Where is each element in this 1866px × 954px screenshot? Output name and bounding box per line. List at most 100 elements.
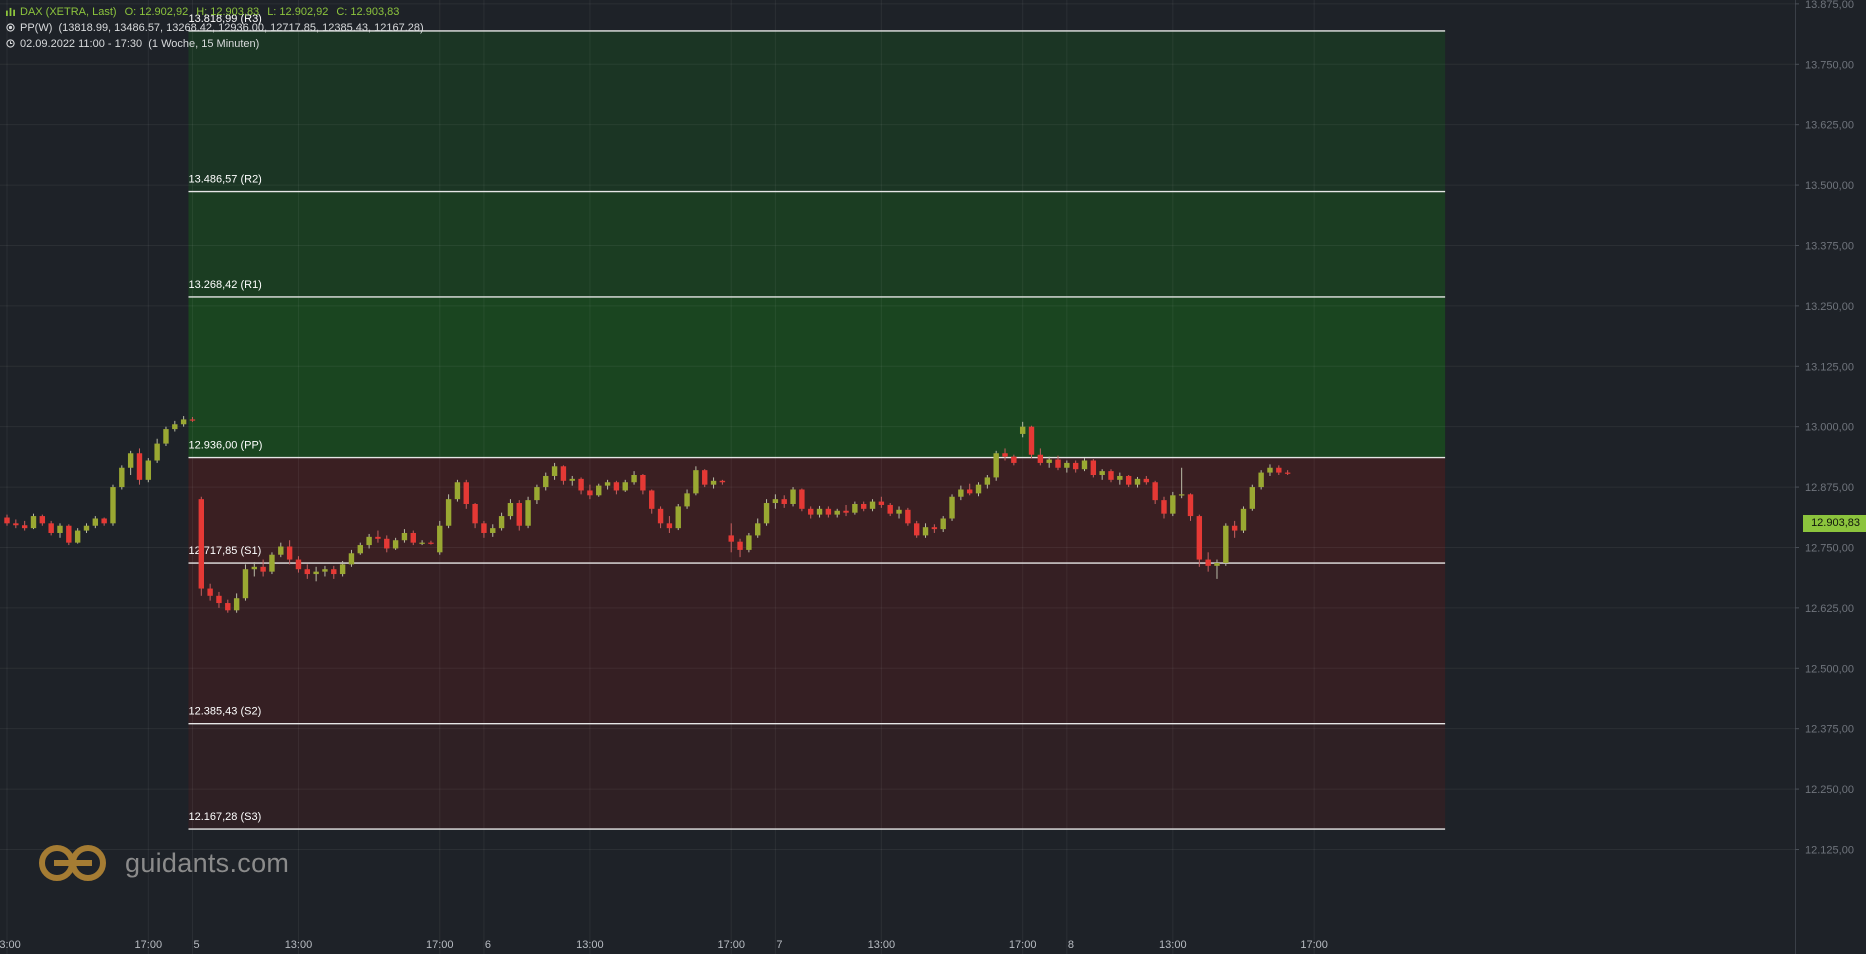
candle-body [737,541,743,550]
candle-body [1170,495,1176,514]
candle-body [1187,494,1194,517]
ohlc-low: L: 12.902,92 [267,6,329,18]
y-tick-label: 12.625,00 [1805,603,1854,615]
candle-body [896,509,902,514]
candle-body [1064,462,1070,468]
grid-lines [0,0,1795,954]
candle-body [66,525,72,543]
y-tick-label: 13.250,00 [1805,301,1854,313]
guidants-logo-icon [39,845,106,881]
candle-body [622,482,628,491]
candle-body [92,518,99,526]
candle-body [357,545,363,554]
candle-body [375,536,381,539]
indicator-values: (13818.99, 13486.57, 13268.42, 12936.00,… [58,22,424,34]
candle-body [905,509,911,524]
candle-body [887,504,893,514]
candle-body [1258,472,1264,488]
candle-body [852,503,858,513]
candle-body [702,470,708,485]
x-tick-label: 5 [193,939,199,951]
time-axis[interactable]: 13:00 17:00 5 13:00 17:00 6 13:00 17:00 7 13:00 17… [0,939,1328,951]
pivot-label: 12.167,28 (S3) [188,811,261,823]
candle-body [39,516,46,524]
candle-body [1117,475,1123,480]
candle-body [640,475,646,491]
candle-body [366,536,372,546]
candle-body [931,527,938,530]
candle-body [1267,467,1273,473]
candle-body [516,503,522,526]
candle-body [543,475,549,488]
y-tick-label: 12.500,00 [1805,663,1854,675]
candle-body [534,487,540,501]
pivot-zone [188,191,1446,297]
candle-body [816,508,823,515]
candle-body [1223,525,1229,563]
candle-body [4,517,10,524]
candle-body [1081,460,1088,470]
candle-body [180,419,187,425]
pivot-label: 13.818,99 (R3) [188,13,261,25]
x-tick-label: 13:00 [1159,939,1187,951]
candle-body [269,554,275,572]
candle-body [1214,562,1220,566]
candle-body [331,569,337,575]
candle-body [984,477,991,485]
candle-body [419,542,425,544]
candle-body [384,538,390,549]
candle-body [710,480,717,485]
instrument-ohlc: DAX (XETRA, Last) O: 12.902,92 H: 12.903,8… [6,6,399,18]
candle-body [825,508,832,515]
x-tick-label: 13:00 [0,939,21,951]
candle-body [498,516,505,529]
candle-body [993,453,999,478]
x-tick-label: 13:00 [868,939,896,951]
candle-body [966,489,973,494]
candle-body [136,453,143,480]
y-tick-label: 13.125,00 [1805,361,1854,373]
pivot-zone [188,296,1446,458]
y-tick-label: 12.375,00 [1805,724,1854,736]
candle-body [1143,478,1150,483]
candle-body [878,501,885,505]
ohlc-open: O: 12.902,92 [124,6,189,18]
candle-body [145,460,152,480]
instrument-name: DAX (XETRA, Last) [20,6,117,18]
candle-body [242,569,249,599]
candle-body [101,518,107,524]
candle-body [1002,453,1008,457]
candle-body [781,499,787,504]
candle-body [225,603,231,611]
candle-body [154,443,160,461]
price-axis[interactable]: 12.125,00 12.250,00 12.375,00 12.500,00 12.6… [1795,0,1854,856]
indicator-name: PP(W) [20,22,53,34]
candle-body [913,523,920,536]
candle-body [940,518,946,530]
candle-body [1231,525,1238,531]
x-tick-label: 17:00 [717,939,745,951]
candle-body [163,429,169,444]
candle-body [604,482,611,486]
pivot-zone [188,563,1446,724]
candle-body [119,467,125,488]
candle-body [454,482,461,500]
candle-body [975,484,982,494]
candle-body [958,489,964,497]
candle-body [1108,471,1114,480]
pivot-label: 13.268,42 (R1) [188,279,261,291]
ohlc-close: C: 12.903,83 [336,6,400,18]
indicator-legend[interactable]: PP(W) (13818.99, 13486.57, 13268.42, 129… [6,22,424,34]
candle-body [675,506,681,529]
pivot-zone [188,30,1446,192]
x-tick-label: 7 [776,939,782,951]
candle-body [560,466,567,481]
candle-body [304,569,310,575]
pivot-label: 12.936,00 (PP) [188,440,262,452]
pivot-zones [188,30,1446,830]
candle-body [755,523,761,536]
candle-body [1178,494,1185,496]
candle-body [693,470,699,494]
candle-body [1152,482,1158,501]
